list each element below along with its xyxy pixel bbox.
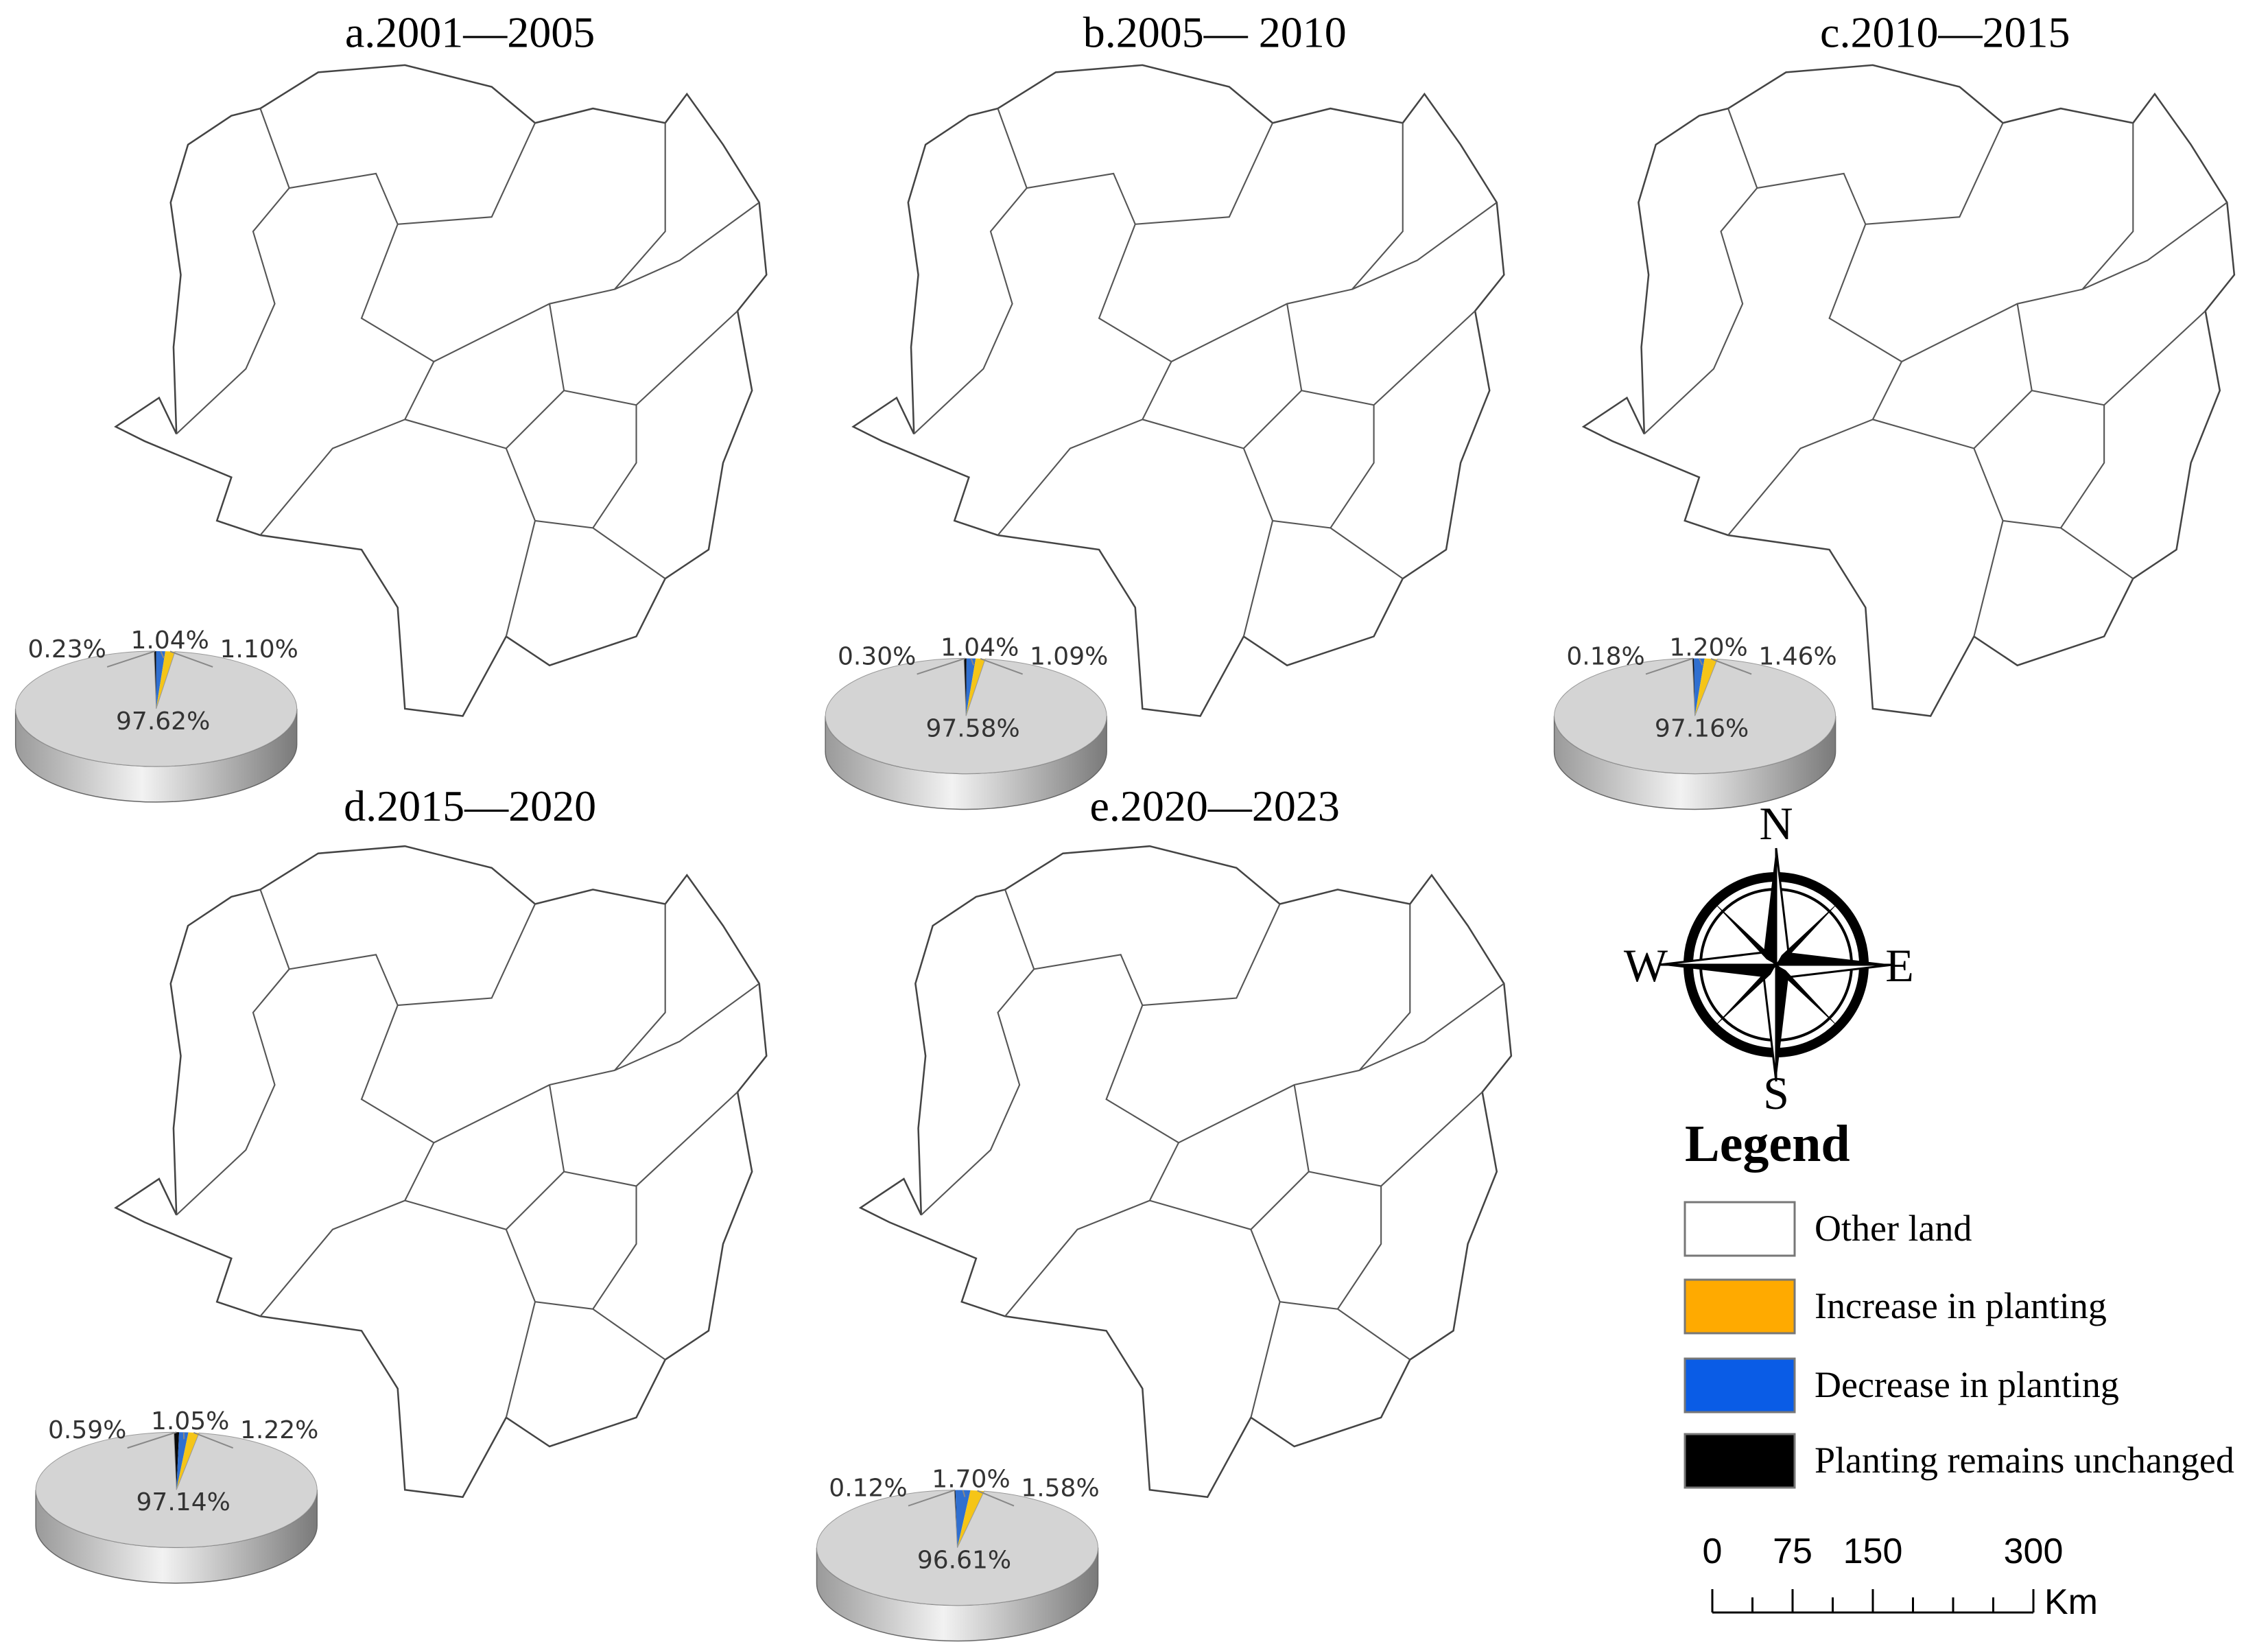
- map: [115, 64, 768, 717]
- pie-label: 0.18%: [1566, 642, 1644, 670]
- legend-label: Planting remains unchanged: [1815, 1440, 2234, 1481]
- pie-label: 1.05%: [151, 1407, 229, 1435]
- pie-chart: 0.30% 1.04% 1.09% 97.58%: [825, 633, 1108, 810]
- pie-label: 1.20%: [1669, 633, 1747, 661]
- map-title: e.2020—2023: [1090, 782, 1340, 830]
- scale-bar: 0 75 150 300 Km: [1703, 1532, 2098, 1622]
- pie-label: 97.16%: [1655, 714, 1749, 742]
- pie-slice: [955, 1490, 971, 1548]
- scale-tick-label: 75: [1773, 1532, 1812, 1571]
- pie-label: 97.62%: [116, 707, 210, 736]
- map: [1582, 64, 2236, 717]
- legend-swatch: [1684, 1357, 1796, 1414]
- compass-w: W: [1624, 939, 1668, 992]
- pie-label: 0.59%: [48, 1416, 126, 1444]
- pie-slice: [156, 650, 165, 709]
- legend-swatch: [1684, 1433, 1796, 1489]
- map-panel: d.2015—2020 0.59% 1.05% 1.22% 97.14%: [35, 782, 768, 1584]
- pie-label: 1.58%: [1021, 1475, 1099, 1503]
- pie-slice: [825, 657, 1107, 774]
- map-panel: b.2005— 2010 0.30% 1.04% 1.09% 97.58%: [825, 8, 1505, 810]
- legend: Other land Increase in planting Decrease i…: [1684, 1201, 2234, 1489]
- pie-slice: [174, 1432, 180, 1490]
- map-panel: e.2020—2023 0.12% 1.70% 1.58% 96.61%: [816, 782, 1513, 1642]
- pie-slice: [176, 1432, 189, 1490]
- pie-label: 97.14%: [137, 1488, 231, 1516]
- map-title: a.2001—2005: [345, 8, 595, 56]
- legend-swatch: [1684, 1201, 1796, 1257]
- map-title: d.2015—2020: [344, 782, 596, 830]
- legend-title: Legend: [1685, 1115, 1850, 1173]
- compass-n: N: [1759, 797, 1793, 849]
- pie-slice: [1694, 658, 1705, 716]
- scale-unit: Km: [2044, 1582, 2098, 1622]
- map-title: b.2005— 2010: [1083, 8, 1347, 56]
- map-panel: a.2001—2005 0.23% 1.04% 1.10% 97.62%: [14, 8, 768, 803]
- pie-label: 1.04%: [130, 626, 209, 655]
- map-panel: c.2010—2015 0.18% 1.20% 1.46% 97.16%: [1553, 8, 2236, 810]
- map-title: c.2010—2015: [1820, 8, 2070, 56]
- legend-label: Decrease in planting: [1815, 1364, 2119, 1405]
- pie-label: 1.22%: [240, 1416, 318, 1444]
- map: [852, 64, 1505, 717]
- pie-label: 0.30%: [838, 642, 916, 670]
- legend-label: Other land: [1815, 1208, 1972, 1249]
- pie-label: 1.70%: [932, 1466, 1010, 1494]
- compass-e: E: [1885, 939, 1914, 992]
- scale-tick-label: 150: [1843, 1532, 1903, 1571]
- scale-tick-label: 300: [2004, 1532, 2064, 1571]
- pie-slice: [966, 658, 976, 716]
- legend-label: Increase in planting: [1815, 1285, 2107, 1326]
- pie-slice: [1554, 657, 1836, 774]
- pie-slice: [35, 1431, 318, 1548]
- pie-label: 97.58%: [926, 714, 1020, 742]
- pie-label: 1.09%: [1030, 642, 1108, 670]
- pie-slice: [816, 1490, 1098, 1606]
- pie-label: 0.12%: [829, 1475, 907, 1503]
- legend-swatch: [1684, 1278, 1796, 1335]
- pie-slice: [15, 650, 298, 767]
- pie-chart: 0.23% 1.04% 1.10% 97.62%: [14, 626, 298, 803]
- pie-label: 1.46%: [1758, 642, 1836, 670]
- map: [859, 845, 1513, 1499]
- pie-label: 96.61%: [917, 1547, 1011, 1575]
- scale-tick-label: 0: [1703, 1532, 1723, 1571]
- compass-s: S: [1763, 1067, 1789, 1119]
- pie-label: 0.23%: [27, 635, 106, 664]
- pie-chart: 0.12% 1.70% 1.58% 96.61%: [816, 1466, 1100, 1642]
- panels: a.2001—2005 0.23% 1.04% 1.10% 97.62% b.2005— …: [14, 8, 2236, 1642]
- pie-chart: 0.59% 1.05% 1.22% 97.14%: [35, 1407, 318, 1584]
- compass: N S W E: [1624, 797, 1914, 1119]
- map: [115, 845, 768, 1499]
- pie-chart: 0.18% 1.20% 1.46% 97.16%: [1553, 633, 1837, 810]
- pie-label: 1.04%: [941, 633, 1019, 661]
- pie-label: 1.10%: [220, 635, 298, 664]
